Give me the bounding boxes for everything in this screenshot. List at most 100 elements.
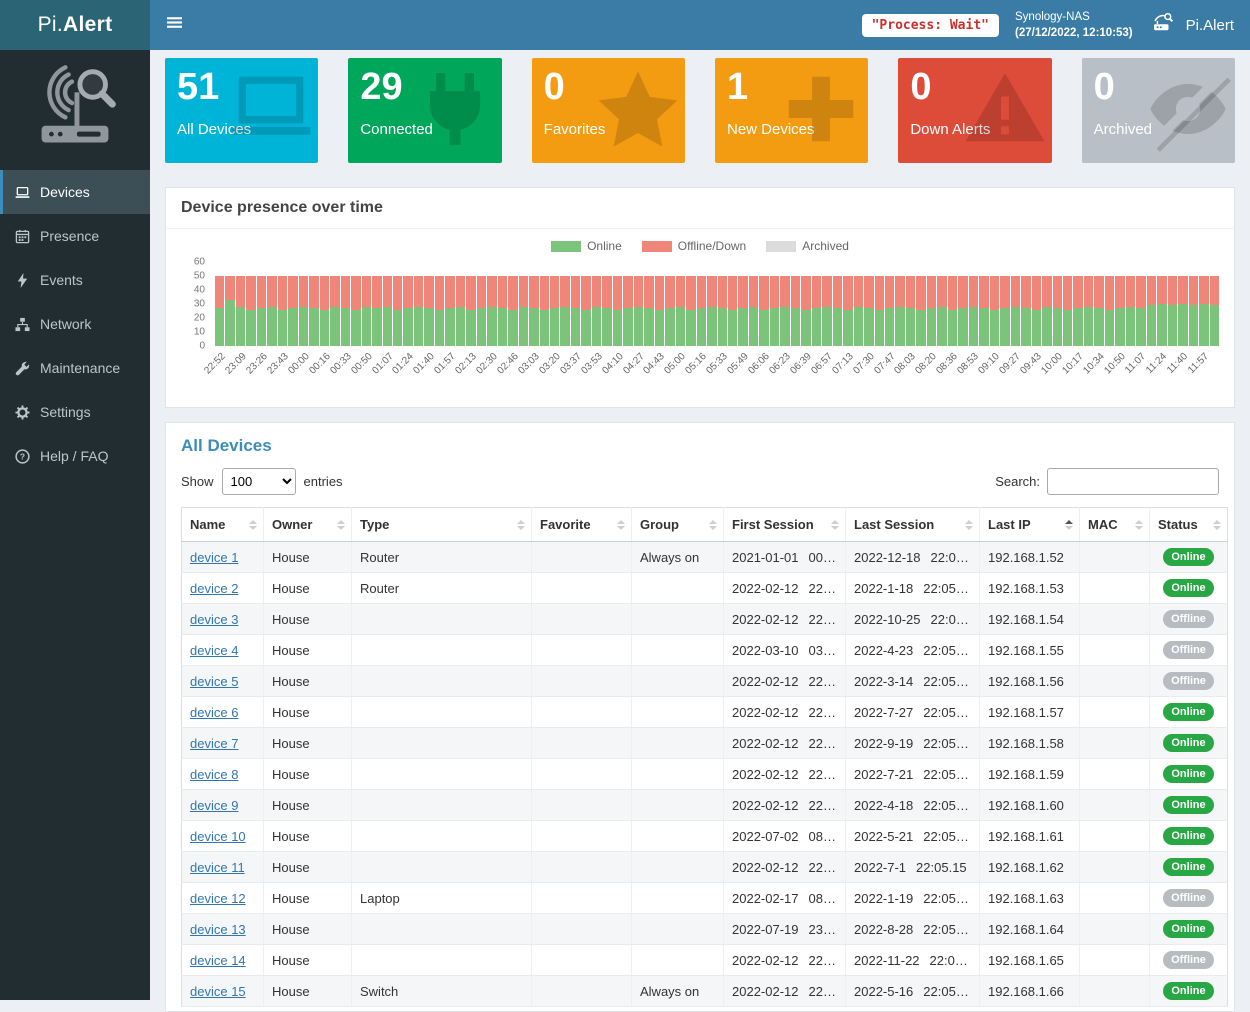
cell-mac <box>1080 666 1150 697</box>
cell-type <box>352 852 532 883</box>
bar-segment-online <box>1073 308 1082 346</box>
column-header-last-session[interactable]: Last Session <box>846 508 980 542</box>
column-header-last-ip[interactable]: Last IP <box>980 508 1080 542</box>
bar-segment-online <box>1042 307 1051 346</box>
settings-icon <box>14 405 30 420</box>
page-size-select[interactable]: 100 <box>222 468 296 495</box>
cell-type <box>352 697 532 728</box>
device-link[interactable]: device 3 <box>190 612 238 627</box>
sidebar-item-presence[interactable]: Presence <box>0 214 150 258</box>
device-link[interactable]: device 2 <box>190 581 238 596</box>
session-time: 22:05.56 <box>923 767 974 782</box>
column-header-group[interactable]: Group <box>632 508 724 542</box>
cell-status: Online <box>1150 728 1228 759</box>
bar-segment-online <box>1210 305 1219 346</box>
chart-bar <box>403 276 412 346</box>
device-link[interactable]: device 12 <box>190 891 246 906</box>
process-status-badge: "Process: Wait" <box>862 14 999 37</box>
bar-segment-offline <box>257 276 266 308</box>
search-input[interactable] <box>1047 468 1219 495</box>
table-controls: Show 100 entries Search: <box>166 462 1234 507</box>
bar-segment-online <box>1063 310 1072 346</box>
chart-bar <box>634 276 643 346</box>
bar-segment-offline <box>1189 276 1198 305</box>
cell-owner: House <box>264 976 352 1007</box>
column-header-status[interactable]: Status <box>1150 508 1228 542</box>
navbar: "Process: Wait" Synology-NAS (27/12/2022… <box>150 0 1250 50</box>
bar-segment-online <box>215 308 224 346</box>
bar-segment-offline <box>519 276 528 307</box>
device-link[interactable]: device 14 <box>190 953 246 968</box>
bar-segment-online <box>644 308 653 346</box>
bar-segment-offline <box>445 276 454 308</box>
session-time: 22:05.51 <box>923 922 974 937</box>
device-link[interactable]: device 10 <box>190 829 246 844</box>
bar-segment-offline <box>749 276 758 307</box>
cell-name: device 11 <box>182 852 264 883</box>
column-header-name[interactable]: Name <box>182 508 264 542</box>
column-header-favorite[interactable]: Favorite <box>532 508 632 542</box>
chart-bar <box>225 276 234 346</box>
column-header-first-session[interactable]: First Session <box>724 508 846 542</box>
chart-bar <box>1053 276 1062 346</box>
chart-bar <box>445 276 454 346</box>
cell-favorite <box>532 821 632 852</box>
bar-segment-online <box>435 310 444 346</box>
device-link[interactable]: device 9 <box>190 798 238 813</box>
device-link[interactable]: device 7 <box>190 736 238 751</box>
sidebar-item-events[interactable]: Events <box>0 258 150 302</box>
cell-favorite <box>532 573 632 604</box>
chart-bar <box>707 276 716 346</box>
chart-bar <box>1011 276 1020 346</box>
sidebar-item-network[interactable]: Network <box>0 302 150 346</box>
column-header-type[interactable]: Type <box>352 508 532 542</box>
menu-toggle-button[interactable] <box>150 14 199 36</box>
session-date: 2022-5-16 <box>854 984 913 999</box>
device-link[interactable]: device 4 <box>190 643 238 658</box>
bar-segment-online <box>885 308 894 346</box>
device-link[interactable]: device 13 <box>190 922 246 937</box>
session-time: 22:05.26 <box>923 736 974 751</box>
status-badge: Online <box>1163 734 1213 752</box>
chart-bar <box>581 276 590 346</box>
bar-segment-online <box>676 307 685 346</box>
device-link[interactable]: device 11 <box>190 860 245 875</box>
bar-segment-offline <box>1021 276 1030 308</box>
header-app-brand[interactable]: Pi.Alert <box>1149 11 1234 39</box>
column-header-owner[interactable]: Owner <box>264 508 352 542</box>
device-link[interactable]: device 5 <box>190 674 238 689</box>
cell-last-ip: 192.168.1.66 <box>980 976 1080 1007</box>
brand-logo[interactable]: Pi.Alert <box>0 0 150 50</box>
column-header-mac[interactable]: MAC <box>1080 508 1150 542</box>
sidebar-item-settings[interactable]: Settings <box>0 390 150 434</box>
sidebar-item-devices[interactable]: Devices <box>0 170 150 214</box>
device-link[interactable]: device 6 <box>190 705 238 720</box>
chart-bar <box>1210 276 1219 346</box>
device-link[interactable]: device 8 <box>190 767 238 782</box>
bar-segment-online <box>707 307 716 346</box>
svg-text:?: ? <box>19 451 24 461</box>
column-header-label: Group <box>640 517 679 532</box>
brand-light-text: Pi. <box>38 13 63 37</box>
bar-segment-offline <box>875 276 884 310</box>
device-link[interactable]: device 15 <box>190 984 246 999</box>
chart-bar <box>738 276 747 346</box>
chart-bar <box>278 276 287 346</box>
sidebar-item-label: Presence <box>40 228 99 244</box>
cell-type <box>352 666 532 697</box>
sidebar-item-maintenance[interactable]: Maintenance <box>0 346 150 390</box>
sidebar-item-help-faq[interactable]: ?Help / FAQ <box>0 434 150 478</box>
device-link[interactable]: device 1 <box>190 550 238 565</box>
